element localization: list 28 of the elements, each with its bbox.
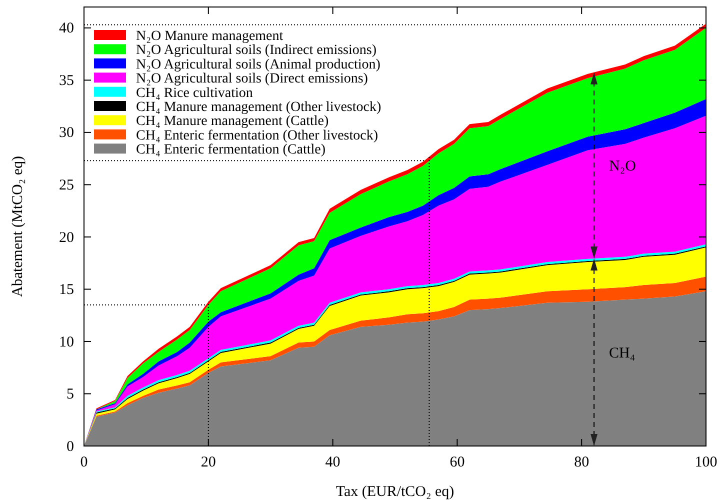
y-tick-label: 5: [66, 386, 74, 403]
y-tick-label: 35: [59, 72, 74, 89]
annotation: CH₄: [609, 345, 636, 362]
legend-label: N₂O Agricultural soils (Direct emissions): [136, 72, 368, 87]
legend-label: CH₄ Rice cultivation: [136, 86, 253, 101]
y-tick-label: 20: [59, 230, 74, 246]
legend-label: N₂O Manure management: [136, 29, 284, 44]
x-tick-label: 100: [694, 454, 718, 471]
legend-label: CH₄ Manure management (Cattle): [136, 114, 329, 130]
y-tick-label: 40: [59, 20, 74, 37]
y-tick-label: 10: [59, 334, 74, 350]
y-tick-label: 15: [59, 282, 74, 298]
x-tick-label: 20: [200, 454, 216, 471]
legend-label: N₂O Agricultural soils (Animal production): [136, 57, 381, 72]
legend-label: N₂O Agricultural soils (Indirect emissions): [136, 43, 377, 58]
y-axis-title: Abatement (MtCO₂ eq): [10, 156, 26, 298]
legend-label: CH₄ Enteric fermentation (Other livestock): [136, 128, 378, 144]
y-tick-label: 25: [59, 177, 74, 194]
legend-label: CH₄ Enteric fermentation (Cattle): [136, 142, 326, 158]
x-tick-label: 0: [80, 454, 88, 471]
y-tick-label: 30: [59, 125, 74, 142]
y-tick-label: 0: [66, 438, 74, 455]
x-tick-label: 80: [574, 454, 590, 471]
legend-label: CH₄ Manure management (Other livestock): [136, 100, 382, 115]
x-tick-label: 60: [450, 454, 465, 471]
annotation: N₂O: [609, 158, 636, 174]
x-axis-title: Tax (EUR/tCO₂ eq): [336, 484, 454, 500]
x-tick-label: 40: [325, 454, 340, 471]
